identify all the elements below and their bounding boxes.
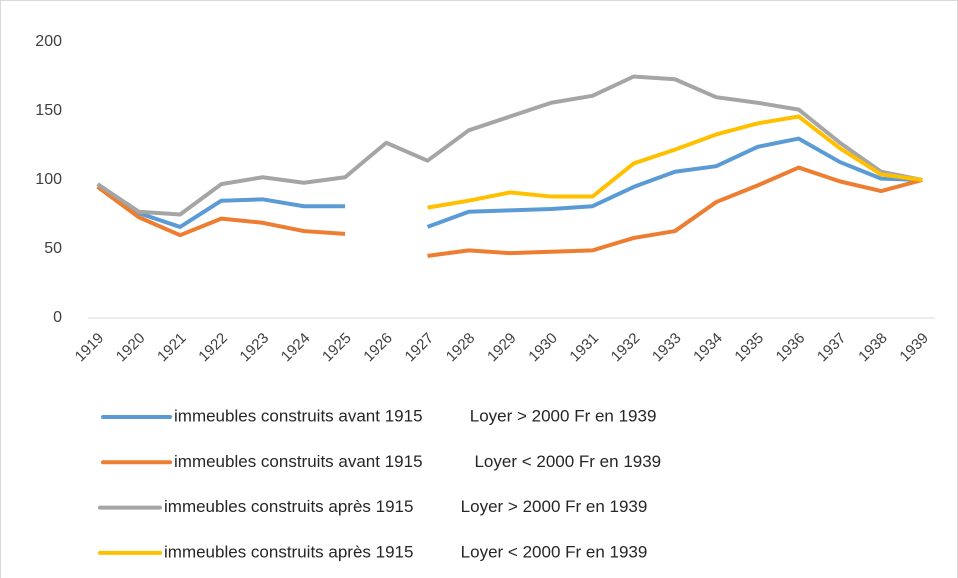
y-tick-label: 100 xyxy=(35,171,62,188)
legend-label: immeubles construits après 1915 Loyer > … xyxy=(164,497,647,516)
y-tick-label: 200 xyxy=(35,33,62,50)
y-tick-label: 150 xyxy=(35,102,62,119)
legend-label: immeubles construits avant 1915 Loyer < … xyxy=(174,452,661,471)
series-line xyxy=(427,114,923,210)
y-tick-label: 50 xyxy=(44,240,62,257)
series-line xyxy=(96,165,923,258)
series-line xyxy=(96,74,923,217)
legend-label: immeubles construits avant 1915 Loyer > … xyxy=(174,406,656,425)
legend-label: immeubles construits après 1915 Loyer < … xyxy=(164,542,647,561)
y-tick-label: 0 xyxy=(53,309,62,326)
